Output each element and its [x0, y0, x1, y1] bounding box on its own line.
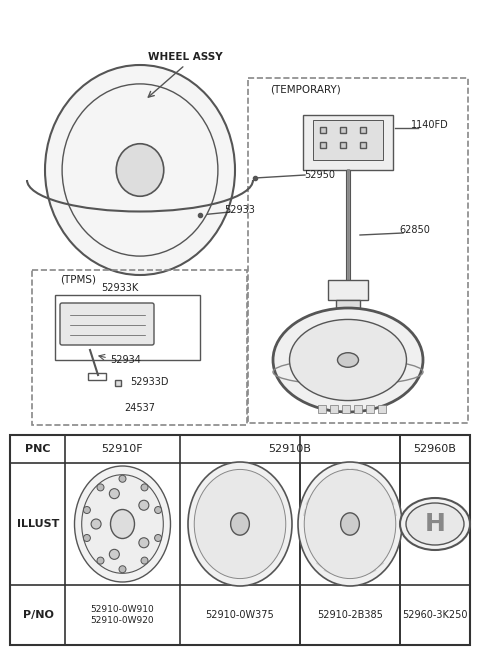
Text: 52960-3K250: 52960-3K250 — [402, 610, 468, 620]
Bar — [248, 78, 468, 423]
Bar — [313, 120, 383, 160]
Text: 24537: 24537 — [124, 403, 156, 413]
Text: 52933D: 52933D — [130, 377, 168, 387]
Ellipse shape — [406, 503, 464, 545]
Circle shape — [109, 489, 120, 498]
Circle shape — [155, 534, 162, 542]
Text: 52910B: 52910B — [269, 444, 312, 454]
Circle shape — [155, 506, 162, 514]
Circle shape — [139, 500, 149, 510]
Text: H: H — [425, 512, 445, 536]
Ellipse shape — [289, 320, 407, 401]
Ellipse shape — [273, 308, 423, 412]
Bar — [88, 373, 106, 380]
Text: (TEMPORARY): (TEMPORARY) — [270, 85, 341, 95]
Ellipse shape — [110, 510, 134, 538]
Text: 1140FD: 1140FD — [411, 120, 449, 130]
Circle shape — [141, 557, 148, 564]
Text: ILLUST: ILLUST — [17, 519, 59, 529]
Text: 52960B: 52960B — [414, 444, 456, 454]
Text: WHEEL ASSY: WHEEL ASSY — [148, 52, 222, 62]
FancyBboxPatch shape — [60, 303, 154, 345]
Text: (TPMS): (TPMS) — [60, 275, 96, 285]
Text: 52950: 52950 — [304, 170, 336, 180]
Circle shape — [141, 484, 148, 491]
Text: PNC: PNC — [25, 444, 51, 454]
Text: 52933: 52933 — [225, 205, 255, 215]
Bar — [366, 405, 374, 413]
Ellipse shape — [74, 466, 170, 582]
Text: 52910F: 52910F — [102, 444, 144, 454]
Text: 52934: 52934 — [110, 355, 141, 365]
Circle shape — [97, 484, 104, 491]
Bar — [342, 405, 350, 413]
Bar — [303, 115, 393, 170]
Ellipse shape — [337, 353, 359, 367]
Text: 52910-0W375: 52910-0W375 — [205, 610, 275, 620]
Bar — [330, 405, 338, 413]
Circle shape — [97, 557, 104, 564]
Ellipse shape — [62, 84, 218, 256]
Text: 62850: 62850 — [399, 225, 431, 235]
Text: 52910-0W910
52910-0W920: 52910-0W910 52910-0W920 — [91, 605, 155, 625]
Bar — [354, 405, 362, 413]
Circle shape — [109, 550, 120, 559]
Bar — [55, 295, 200, 360]
Ellipse shape — [82, 475, 163, 573]
Circle shape — [84, 506, 90, 514]
Ellipse shape — [116, 143, 164, 196]
Ellipse shape — [45, 65, 235, 275]
Ellipse shape — [298, 462, 402, 586]
Text: 52910-2B385: 52910-2B385 — [317, 610, 383, 620]
Ellipse shape — [304, 470, 396, 578]
Ellipse shape — [341, 513, 360, 535]
Bar — [32, 270, 247, 425]
Circle shape — [139, 538, 149, 548]
Circle shape — [91, 519, 101, 529]
Text: P/NO: P/NO — [23, 610, 53, 620]
Circle shape — [119, 566, 126, 572]
Bar — [318, 405, 326, 413]
Circle shape — [84, 534, 90, 542]
Ellipse shape — [194, 470, 286, 578]
Bar — [328, 280, 368, 300]
Ellipse shape — [230, 513, 250, 535]
Text: 52933K: 52933K — [101, 283, 139, 293]
Circle shape — [119, 476, 126, 482]
Bar — [378, 405, 386, 413]
Bar — [10, 435, 470, 645]
Ellipse shape — [188, 462, 292, 586]
Bar — [336, 300, 360, 315]
Ellipse shape — [400, 498, 470, 550]
